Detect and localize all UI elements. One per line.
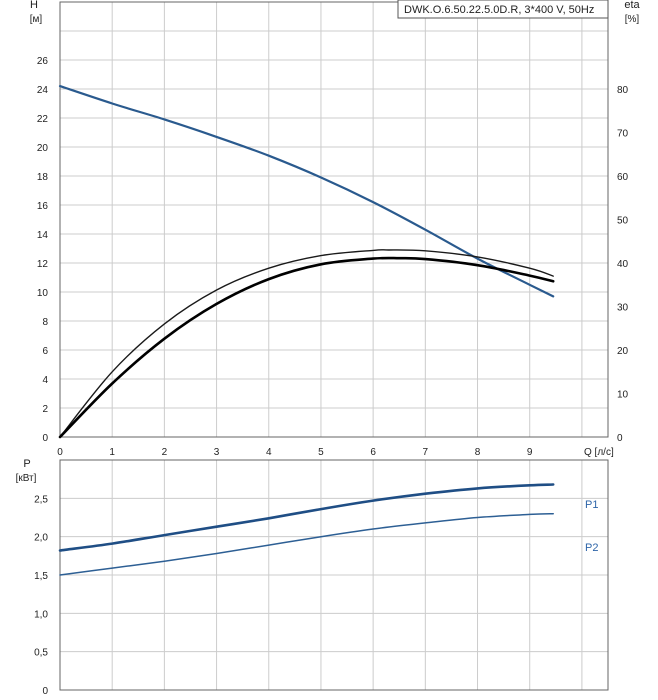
tick-labels: 0 1 2 3 4 5 6 7 8 9024681012141618202224260102030… [34,56,628,697]
y2-tick-label: 80 [617,85,629,96]
top-plot-frame [59,1,609,438]
title-box [397,0,609,19]
series-label-p1: P1 [585,499,598,511]
y-axis-label-p: P [23,458,30,470]
y-axis-unit-p: [кВт] [16,473,37,484]
efficiency-curve-lower [58,256,555,439]
y-tick-label: 12 [37,259,49,270]
x-tick-label: 0 [57,447,63,458]
p-tick-label: 2,5 [34,494,48,505]
y2-tick-label: 10 [617,390,629,401]
power-curve-p2 [59,512,554,576]
x-tick-label: 1 [109,447,115,458]
y2-axis-label-eta: eta [624,0,640,11]
power-curves-group [58,483,555,576]
power-curve-p1 [58,483,555,552]
y2-tick-label: 0 [617,433,623,444]
y-tick-label: 14 [37,230,49,241]
p-tick-label: 1,5 [34,571,48,582]
p-tick-label: 2,0 [34,533,48,544]
y2-tick-label: 20 [617,346,629,357]
x-tick-label: 7 [423,447,429,458]
x-tick-label: 8 [475,447,481,458]
y2-tick-label: 50 [617,216,629,227]
y-tick-label: 10 [37,288,49,299]
y-tick-label: 24 [37,85,49,96]
y2-tick-label: 30 [617,303,629,314]
x-tick-label: 5 [318,447,324,458]
y2-tick-label: 60 [617,172,629,183]
p-tick-label: 0,5 [34,648,48,659]
y2-tick-label: 40 [617,259,629,270]
y-tick-label: 26 [37,56,49,67]
y2-tick-label: 70 [617,129,629,140]
y-tick-label: 8 [42,317,48,328]
y-tick-label: 6 [42,346,48,357]
y2-axis-unit-eta: [%] [625,14,640,25]
chart-title: DWK.O.6.50.22.5.0D.R, 3*400 V, 50Hz [404,4,594,16]
p-tick-label: 0 [42,686,48,697]
x-tick-label: 4 [266,447,272,458]
y-axis-unit-h: [м] [30,14,43,25]
x-tick-label: 3 [214,447,220,458]
bottom-grid [59,459,609,691]
y-tick-label: 0 [42,433,48,444]
x-tick-label: 6 [370,447,376,458]
y-tick-label: 16 [37,201,49,212]
top-grid [59,1,609,438]
x-tick-label: 9 [527,447,533,458]
p-tick-label: 1,0 [34,609,48,620]
y-tick-label: 18 [37,172,49,183]
efficiency-curve-upper [59,249,554,438]
y-tick-label: 22 [37,114,49,125]
efficiency-curves-group [58,249,555,439]
series-label-p2: P2 [585,542,598,554]
y-tick-label: 20 [37,143,49,154]
y-axis-label-h: H [30,0,38,11]
y-tick-label: 4 [42,375,48,386]
y-tick-label: 2 [42,404,48,415]
x-tick-label: 2 [162,447,168,458]
x-axis-label: Q [л/с] [584,447,614,458]
